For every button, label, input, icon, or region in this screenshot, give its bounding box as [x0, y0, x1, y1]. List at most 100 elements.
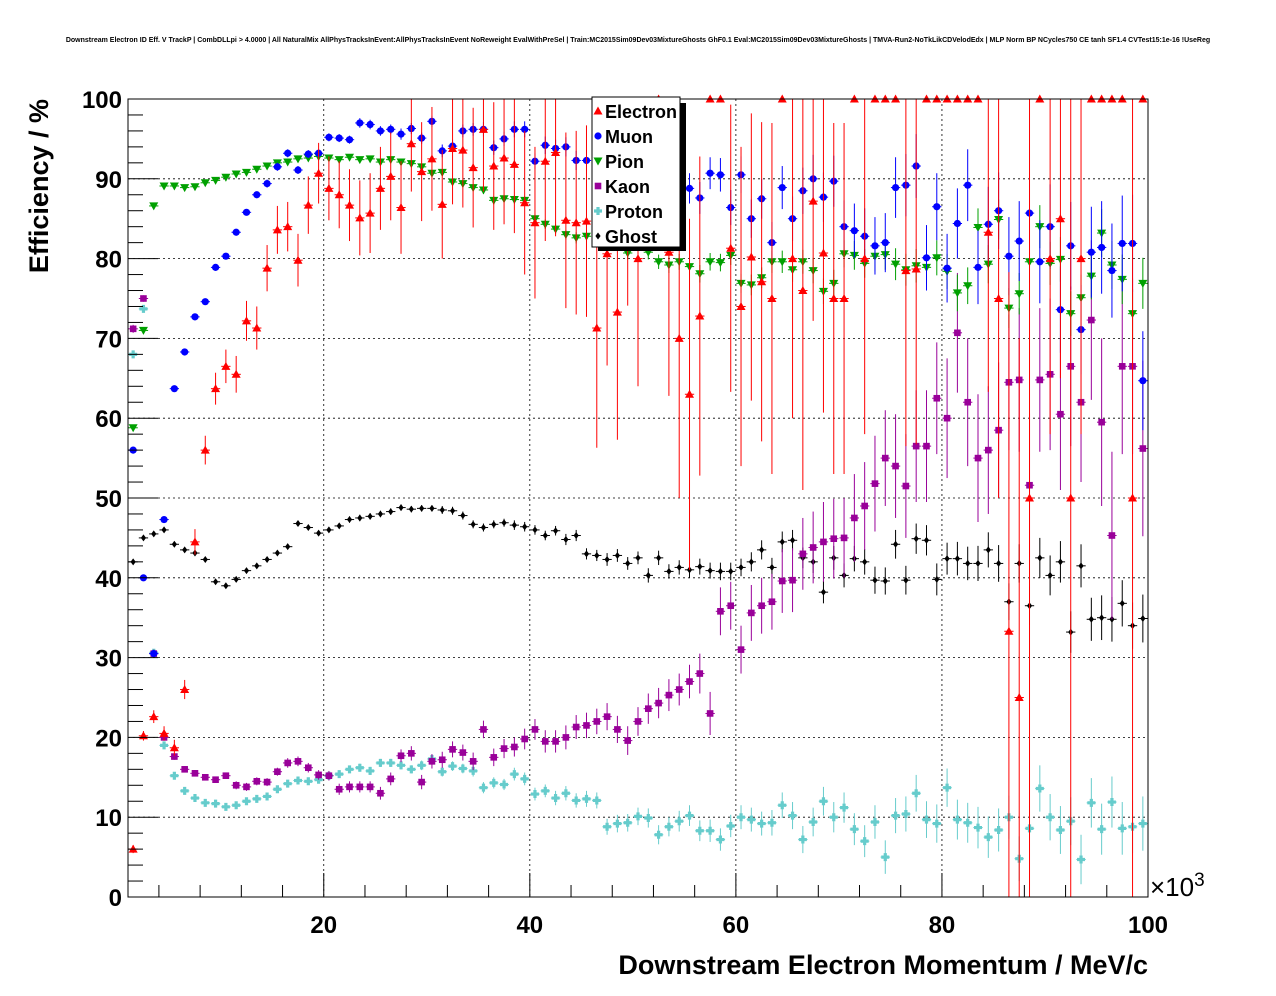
- kaon-marker: [541, 738, 549, 745]
- electron-point: [468, 107, 478, 228]
- kaon-marker: [593, 718, 601, 725]
- electron-marker: [1055, 214, 1065, 223]
- pion-point: [890, 248, 901, 281]
- kaon-marker: [943, 414, 951, 422]
- proton-marker: [664, 822, 673, 831]
- proton-marker: [603, 822, 612, 831]
- kaon-point: [633, 707, 643, 736]
- y-tick-label-100: 100: [82, 87, 122, 114]
- proton-point: [540, 784, 550, 798]
- proton-point: [283, 779, 293, 788]
- legend-marker-ghost: [595, 232, 601, 240]
- ghost-marker: [728, 567, 734, 575]
- pion-marker: [128, 424, 138, 433]
- electron-marker: [159, 728, 169, 737]
- kaon-point: [829, 498, 839, 579]
- proton-marker: [1046, 813, 1055, 822]
- ghost-marker: [1047, 571, 1053, 579]
- muon-point: [715, 158, 726, 192]
- electron-marker: [272, 225, 282, 234]
- proton-marker: [1107, 798, 1116, 807]
- electron-point: [1127, 99, 1138, 897]
- electron-marker: [1004, 626, 1014, 635]
- proton-point: [478, 782, 489, 794]
- y-tick-label-90: 90: [95, 167, 122, 194]
- kaon-point: [1107, 451, 1117, 620]
- proton-marker: [232, 801, 241, 810]
- kaon-marker: [902, 482, 910, 490]
- kaon-point: [293, 756, 303, 767]
- ghost-marker: [759, 546, 765, 554]
- ghost-marker: [202, 555, 208, 563]
- muon-point: [890, 157, 901, 218]
- kaon-marker: [974, 454, 982, 462]
- ghost-point: [1055, 541, 1066, 583]
- electron-marker: [417, 167, 427, 176]
- ghost-point: [365, 512, 375, 520]
- electron-point: [180, 679, 190, 700]
- ghost-point: [344, 516, 355, 524]
- kaon-marker: [1036, 376, 1044, 384]
- electron-point: [592, 208, 602, 448]
- muon-marker: [294, 166, 302, 174]
- kaon-marker: [892, 462, 899, 470]
- ghost-point: [787, 529, 798, 551]
- pion-point: [241, 168, 252, 177]
- proton-point: [509, 767, 520, 781]
- kaon-marker: [809, 544, 817, 551]
- proton-marker: [160, 741, 169, 750]
- proton-point: [674, 810, 684, 832]
- ghost-point: [262, 555, 272, 563]
- ghost-marker: [1088, 615, 1094, 623]
- electron-marker: [448, 143, 458, 152]
- ghost-marker: [212, 578, 219, 586]
- muon-marker: [1118, 239, 1126, 248]
- proton-point: [623, 814, 633, 832]
- kaon-marker: [727, 602, 735, 610]
- ghost-point: [695, 558, 705, 575]
- muon-point: [365, 119, 375, 130]
- pion-point: [200, 179, 210, 188]
- proton-point: [602, 818, 612, 835]
- electron-point: [1014, 338, 1024, 897]
- ghost-marker: [1119, 599, 1125, 607]
- kaon-marker: [294, 758, 302, 765]
- kaon-point: [334, 783, 344, 795]
- kaon-marker: [222, 772, 230, 780]
- proton-point: [180, 786, 190, 795]
- electron-point: [375, 146, 386, 230]
- muon-marker: [943, 264, 951, 272]
- ghost-point: [983, 532, 993, 568]
- electron-marker: [345, 200, 355, 209]
- proton-marker: [1077, 855, 1086, 864]
- proton-marker: [469, 766, 478, 775]
- kaon-point: [180, 766, 190, 773]
- kaon-marker: [1098, 418, 1105, 426]
- proton-marker: [1138, 819, 1147, 828]
- kaon-point: [128, 324, 138, 333]
- x-axis-exponent-power: 3: [1194, 870, 1205, 891]
- proton-marker: [407, 765, 416, 774]
- ghost-point: [231, 575, 241, 583]
- ghost-marker: [944, 555, 950, 563]
- electron-point: [1004, 272, 1014, 897]
- electron-marker: [499, 153, 509, 162]
- y-tick-label-20: 20: [95, 725, 122, 752]
- pion-marker: [169, 182, 179, 191]
- ghost-marker: [449, 507, 456, 515]
- kaon-point: [561, 725, 571, 750]
- electron-marker: [829, 294, 839, 302]
- kaon-marker: [923, 442, 930, 450]
- kaon-point: [365, 781, 375, 793]
- proton-point: [1045, 794, 1055, 841]
- pion-point: [344, 153, 355, 162]
- electron-marker: [365, 208, 375, 217]
- electron-marker: [293, 255, 303, 264]
- ghost-marker: [223, 582, 229, 590]
- kaon-point: [303, 762, 313, 773]
- kaon-marker: [830, 535, 838, 542]
- ghost-marker: [872, 576, 878, 584]
- electron-marker: [231, 369, 241, 378]
- ghost-point: [993, 545, 1004, 582]
- proton-point: [530, 787, 540, 801]
